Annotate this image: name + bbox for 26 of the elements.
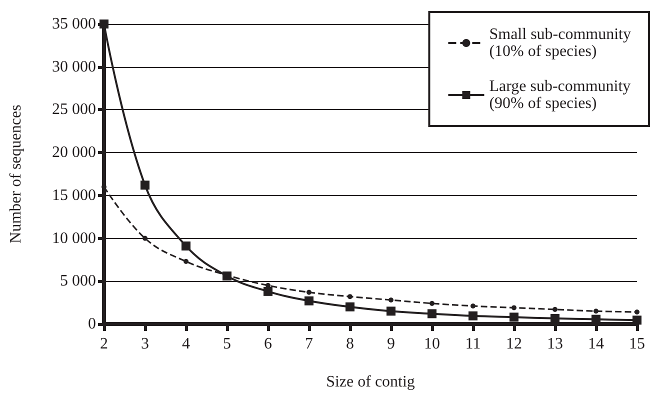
x-tick-label: 2 [100,336,108,352]
x-tick-label: 5 [223,336,231,352]
x-tick-label: 11 [465,336,481,352]
y-tick-label: 0 [88,316,96,332]
x-tick-label: 13 [547,336,563,352]
y-tick-label: 5 000 [60,272,96,290]
y-tick-label: 10 000 [52,230,96,247]
y-tick-label: 25 000 [52,101,96,118]
legend-label: Small sub-community (10% of species) [489,26,632,60]
legend-label: Large sub-community (90% of species) [489,78,631,112]
y-tick-label: 15 000 [52,186,96,204]
x-tick-label: 9 [387,336,395,352]
y-axis-title: Number of sequences [8,104,24,244]
x-tick-label: 14 [588,336,604,352]
x-tick-label: 6 [264,336,272,352]
x-axis-title: Size of contig [326,374,415,390]
y-tick-label: 35 000 [52,16,96,32]
x-tick-label: 10 [424,336,440,352]
x-tick-label: 4 [182,336,190,352]
x-tick-label: 3 [141,336,149,352]
y-tick-label: 30 000 [52,58,96,76]
x-tick-label: 12 [506,336,522,352]
x-tick-label: 7 [305,336,313,352]
x-tick-label: 15 [629,336,645,352]
x-tick-label: 8 [346,336,354,352]
y-tick-label: 20 000 [52,144,96,162]
